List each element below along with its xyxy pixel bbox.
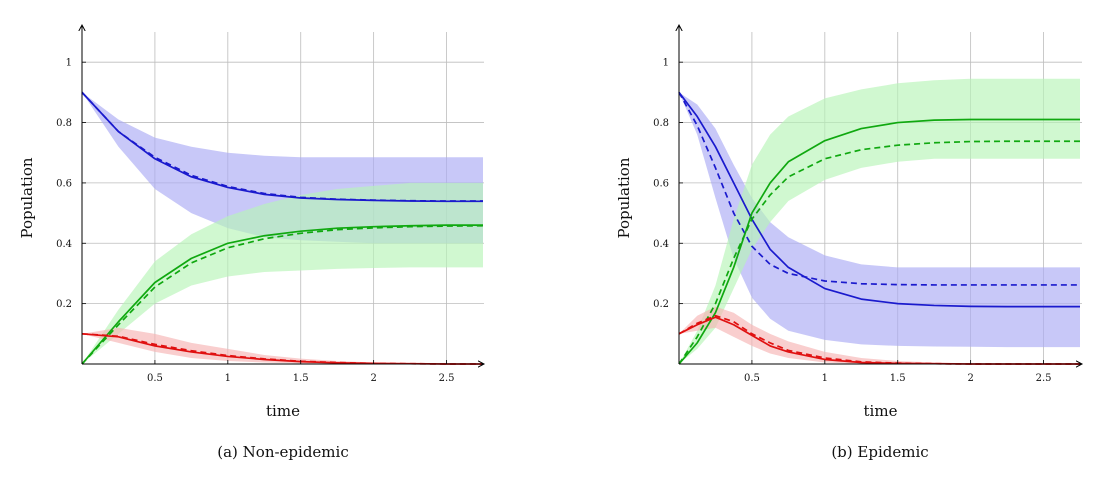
band-infected-2 <box>82 327 483 364</box>
y-tick-label: 0.4 <box>653 239 669 250</box>
x-axis-title: time <box>864 402 898 420</box>
x-tick-label: 0.5 <box>744 373 760 384</box>
band-susceptible-0 <box>679 92 1080 348</box>
y-tick-label: 0.6 <box>653 178 669 189</box>
panel-caption: (b) Epidemic <box>831 443 928 461</box>
x-tick-label: 1 <box>822 373 828 384</box>
recovered-solid-line <box>81 224 483 365</box>
band-recovered-1 <box>679 78 1080 364</box>
recovered-solid-line <box>678 118 1080 365</box>
recovered-dashed-line <box>81 224 484 365</box>
x-axis-title: time <box>266 402 300 420</box>
x-tick-label: 2 <box>370 373 376 384</box>
y-tick-label: 1 <box>663 58 669 69</box>
y-tick-label: 0.8 <box>653 118 669 129</box>
x-tick-label: 2 <box>967 373 973 384</box>
y-tick-label: 0.4 <box>56 239 72 250</box>
panel-epidemic: 0.5 1 1.5 2 2.5 0.2 0.4 0.6 0.8 1 time Population (b… <box>615 25 1082 461</box>
x-tick-label: 2.5 <box>439 373 455 384</box>
susceptible-dashed-line <box>81 91 483 202</box>
susceptible-solid-line <box>678 91 1080 308</box>
panel-caption: (a) Non-epidemic <box>217 443 348 461</box>
y-tick-label: 0.8 <box>56 118 72 129</box>
recovered-dashed-line <box>678 140 1080 365</box>
y-tick-label: 0.2 <box>56 299 72 310</box>
panel-non-epidemic: 0.5 1 1.5 2 2.5 0.2 0.4 0.6 0.8 1 time Population (a… <box>18 25 484 461</box>
x-tick-label: 1.5 <box>293 373 309 384</box>
x-tick-label: 1 <box>225 373 231 384</box>
y-tick-label: 0.2 <box>653 299 669 310</box>
y-tick-label: 0.6 <box>56 178 72 189</box>
x-tick-label: 2.5 <box>1036 373 1052 384</box>
x-tick-label: 1.5 <box>890 373 906 384</box>
y-axis-title: Population <box>18 157 36 238</box>
susceptible-dashed-line <box>678 91 1080 286</box>
x-tick-label: 0.5 <box>147 373 163 384</box>
infected-dashed-line <box>81 332 483 365</box>
y-axis-title: Population <box>615 157 633 238</box>
y-tick-label: 1 <box>66 58 72 69</box>
